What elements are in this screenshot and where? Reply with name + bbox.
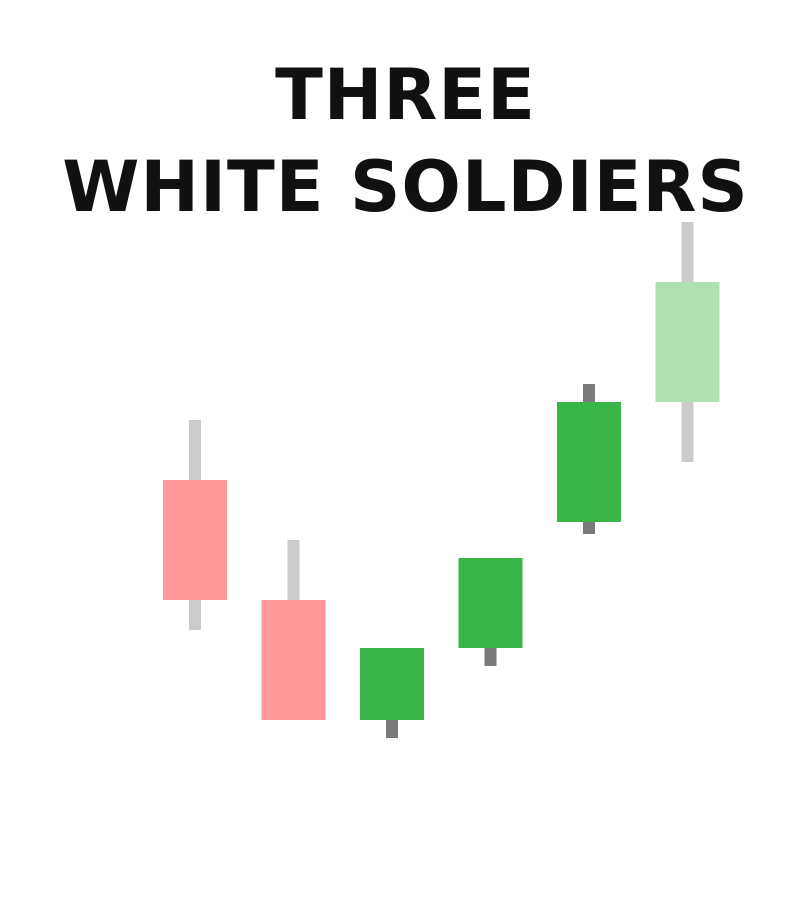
candle-4-body xyxy=(458,558,523,648)
chart-title-line-2: WHITE SOLDIERS xyxy=(62,146,749,228)
candle-4 xyxy=(458,558,523,666)
candle-6-body xyxy=(655,282,720,402)
candle-2 xyxy=(261,540,326,720)
candle-1 xyxy=(163,420,227,630)
candle-1-body xyxy=(163,480,227,600)
candle-5 xyxy=(557,384,621,534)
candle-6 xyxy=(655,222,720,462)
candle-2-body xyxy=(261,600,326,720)
candle-3-body xyxy=(360,648,424,720)
candle-3 xyxy=(360,648,424,738)
chart-title-line-1: THREE xyxy=(275,54,536,136)
candles-group xyxy=(163,222,720,738)
candle-5-body xyxy=(557,402,621,522)
